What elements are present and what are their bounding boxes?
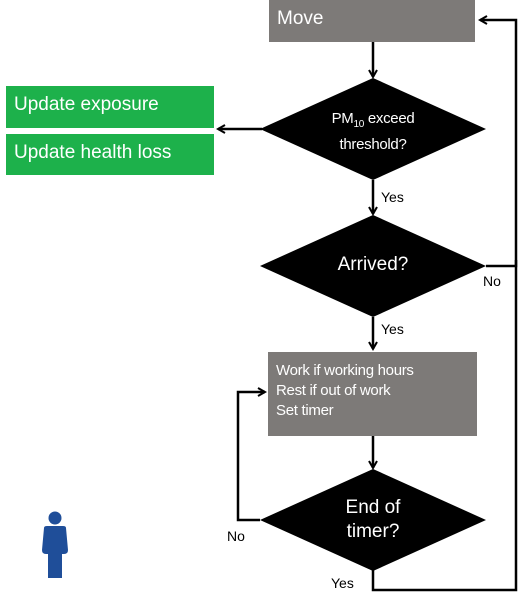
pm-yes-label: Yes	[381, 189, 404, 205]
timer-decision-text: End of timer?	[305, 496, 441, 544]
arrived-yes-label: Yes	[381, 321, 404, 337]
pm-decision-shape	[260, 78, 486, 180]
update-health-loss-label: Update health loss	[14, 142, 172, 163]
pm-decision-text: PM10 exceed threshold?	[305, 109, 441, 155]
arrived-no-label: No	[483, 273, 501, 289]
move-box: Move	[269, 0, 475, 42]
move-label: Move	[277, 8, 324, 29]
timer-no-label: No	[227, 528, 245, 544]
work-line-1: Work if working hours	[276, 362, 414, 379]
timer-yes-label: Yes	[331, 575, 354, 591]
update-health-loss-box: Update health loss	[6, 134, 214, 175]
timer-decision-shape	[260, 469, 486, 571]
work-line-2: Rest if out of work	[276, 382, 391, 399]
arrived-decision-text: Arrived?	[337, 254, 409, 275]
edge-arrived-no-loop	[480, 20, 518, 268]
update-exposure-label: Update exposure	[14, 94, 159, 115]
pm-decision-line-1: PM10 exceed	[331, 110, 415, 130]
pm-decision-line-2: threshold?	[339, 136, 407, 153]
update-exposure-box: Update exposure	[6, 86, 214, 128]
timer-decision-line-1: End of	[345, 497, 401, 518]
work-box: Work if working hours Rest if out of wor…	[268, 352, 477, 436]
edge-timer-yes-loop	[371, 260, 518, 592]
person-icon	[38, 510, 72, 580]
arrived-decision-shape	[260, 215, 486, 317]
timer-decision-line-2: timer?	[346, 521, 400, 542]
edge-timer-no-loop	[236, 392, 265, 522]
work-line-3: Set timer	[276, 402, 334, 419]
